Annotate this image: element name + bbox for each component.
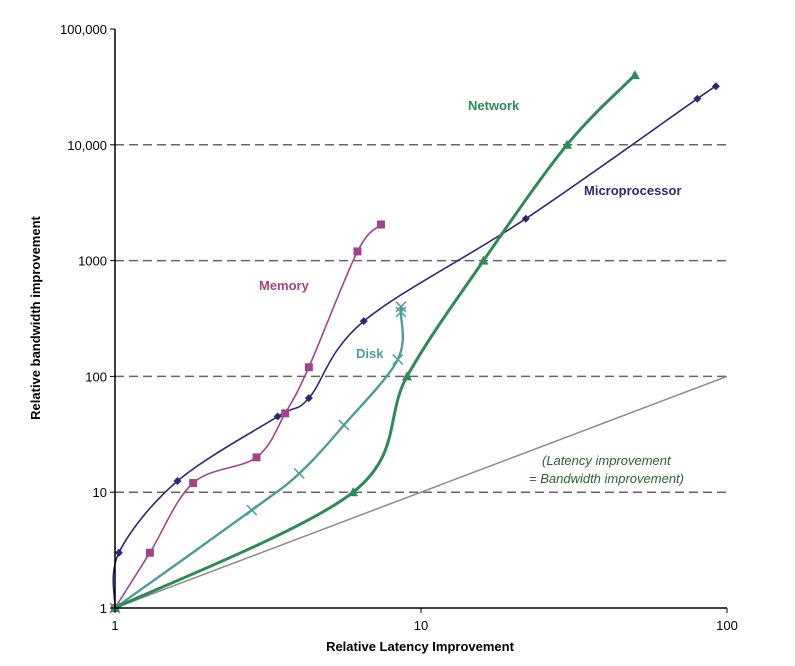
y-tick-label: 100 bbox=[85, 369, 107, 384]
series-group bbox=[109, 70, 720, 614]
x-tick-label: 10 bbox=[414, 618, 428, 633]
y-tick-label: 10 bbox=[93, 485, 107, 500]
data-point-microprocessor bbox=[359, 317, 368, 326]
series-line-disk bbox=[114, 305, 405, 609]
series-line-network bbox=[114, 74, 636, 610]
reference-line bbox=[114, 375, 728, 609]
data-point-disk bbox=[395, 301, 407, 313]
data-point-network bbox=[629, 70, 640, 80]
data-point-microprocessor bbox=[711, 82, 720, 91]
data-point-disk bbox=[395, 306, 407, 318]
data-point-microprocessor bbox=[114, 548, 123, 557]
data-point-memory bbox=[353, 247, 362, 256]
data-point-memory bbox=[189, 479, 198, 488]
data-point-microprocessor bbox=[693, 94, 702, 103]
series-label-disk: Disk bbox=[356, 346, 384, 361]
data-point-memory bbox=[376, 220, 385, 229]
series-label-memory: Memory bbox=[259, 278, 310, 293]
data-point-network bbox=[348, 487, 359, 497]
labels: Network Microprocessor Memory Disk (Late… bbox=[28, 98, 684, 654]
reference-annotation-line2: = Bandwidth improvement) bbox=[529, 471, 684, 486]
data-point-memory bbox=[145, 548, 154, 557]
data-point-microprocessor bbox=[173, 476, 182, 485]
x-tick-label: 100 bbox=[716, 618, 738, 633]
data-point-microprocessor bbox=[273, 412, 282, 421]
data-point-microprocessor bbox=[521, 214, 530, 223]
reference-annotation-line1: (Latency improvement bbox=[542, 453, 672, 468]
series-line-memory bbox=[114, 223, 382, 609]
data-point-network bbox=[401, 371, 412, 381]
y-axis-title: Relative bandwidth improvement bbox=[28, 215, 43, 419]
series-network bbox=[110, 70, 640, 612]
x-tick-label: 1 bbox=[111, 618, 118, 633]
y-tick-label: 1 bbox=[100, 601, 107, 616]
data-point-network bbox=[478, 255, 489, 265]
data-point-memory bbox=[281, 409, 290, 418]
x-axis-title: Relative Latency Improvement bbox=[326, 639, 515, 654]
data-point-disk bbox=[338, 419, 350, 431]
y-tick-label: 100,000 bbox=[60, 22, 107, 37]
series-label-microprocessor: Microprocessor bbox=[584, 183, 682, 198]
series-microprocessor bbox=[111, 82, 720, 612]
data-point-microprocessor bbox=[304, 394, 313, 403]
series-memory bbox=[111, 220, 385, 612]
data-point-memory bbox=[304, 363, 313, 372]
data-point-disk bbox=[293, 467, 305, 480]
data-point-disk bbox=[246, 504, 258, 516]
data-point-network bbox=[561, 139, 572, 149]
series-line-microprocessor bbox=[112, 84, 719, 609]
grid-lines bbox=[115, 144, 727, 493]
data-point-disk bbox=[392, 353, 404, 366]
y-tick-label: 1000 bbox=[78, 254, 107, 269]
equality-line bbox=[114, 375, 728, 609]
axes: 1 10 100 1000 10,000 100,000 1 10 100 bbox=[60, 22, 738, 633]
data-point-memory bbox=[252, 453, 261, 462]
y-tick-label: 10,000 bbox=[67, 138, 107, 153]
series-label-network: Network bbox=[468, 98, 520, 113]
